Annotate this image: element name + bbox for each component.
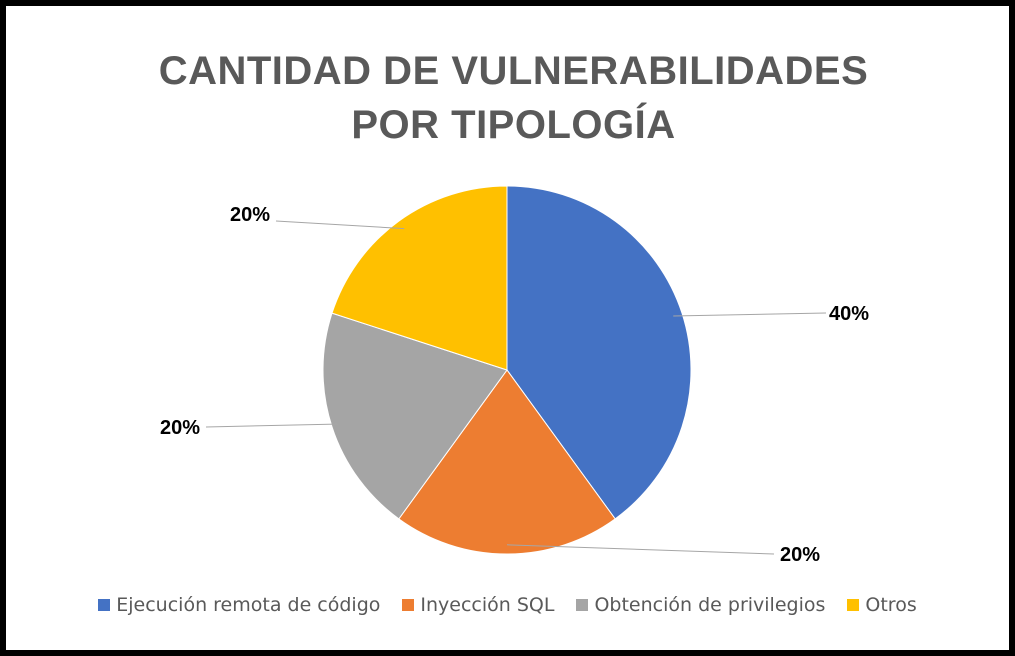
leader-line [506,544,775,555]
chart-title: CANTIDAD DE VULNERABILIDADES POR TIPOLOG… [6,44,1015,152]
legend-item-obtencion: Obtención de privilegios [576,594,825,616]
legend-label: Otros [865,594,917,616]
data-label: 20% [160,417,200,439]
pie-slice [506,185,692,520]
pie-slice [398,369,616,555]
legend-label: Ejecución remota de código [116,594,381,616]
pie-slice [331,185,508,371]
chart-title-line-1: CANTIDAD DE VULNERABILIDADES [158,49,869,93]
legend-swatch [402,599,415,611]
data-label: 20% [230,204,270,226]
leader-line [205,423,341,428]
leader-line [673,312,827,317]
legend-swatch [98,599,111,611]
chart-title-line-2: POR TIPOLOGÍA [351,103,676,147]
data-label: 40% [829,303,869,325]
legend-swatch [576,599,589,611]
legend-item-otros: Otros [847,594,917,616]
legend-label: Inyección SQL [420,594,555,616]
legend-item-inyeccion: Inyección SQL [402,594,554,616]
legend-item-ejecucion: Ejecución remota de código [98,594,380,616]
leader-line [275,220,405,230]
legend-label: Obtención de privilegios [594,594,826,616]
pie-slice [322,312,508,520]
chart-legend: Ejecución remota de código Inyección SQL… [0,594,1015,616]
legend-swatch [847,599,860,611]
data-label: 20% [780,544,820,566]
